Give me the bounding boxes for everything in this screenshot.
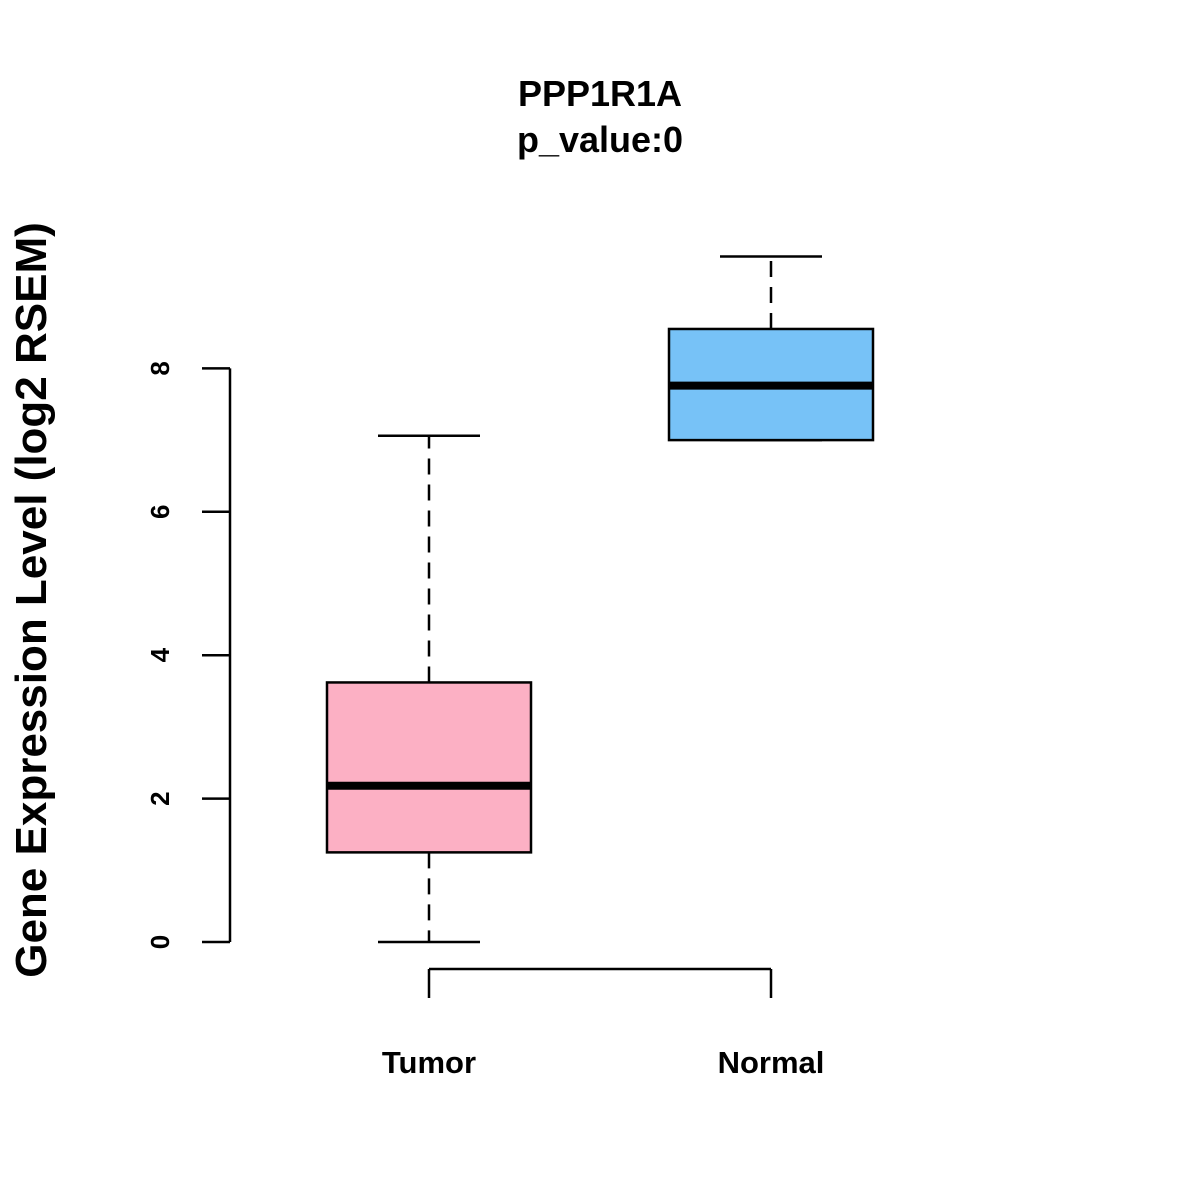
- x-tick-label-normal: Normal: [718, 1045, 825, 1080]
- y-tick-label: 0: [145, 935, 175, 949]
- x-axis: Tumor Normal: [382, 967, 825, 1080]
- y-tick-label: 6: [145, 505, 175, 519]
- x-tick-label-tumor: Tumor: [382, 1045, 476, 1080]
- y-tick-label: 2: [145, 791, 175, 805]
- box-group-normal: [667, 255, 875, 442]
- chart-title: PPP1R1A: [518, 73, 682, 114]
- y-axis: 0 2 4 6 8: [145, 361, 232, 949]
- y-tick-label: 4: [145, 647, 175, 662]
- box-group-tumor: [325, 434, 533, 944]
- chart-subtitle: p_value:0: [517, 119, 683, 160]
- box-tumor: [325, 681, 533, 854]
- y-tick-label: 8: [145, 361, 175, 375]
- plot-area: [325, 255, 875, 944]
- y-axis-label: Gene Expression Level (log2 RSEM): [7, 222, 56, 978]
